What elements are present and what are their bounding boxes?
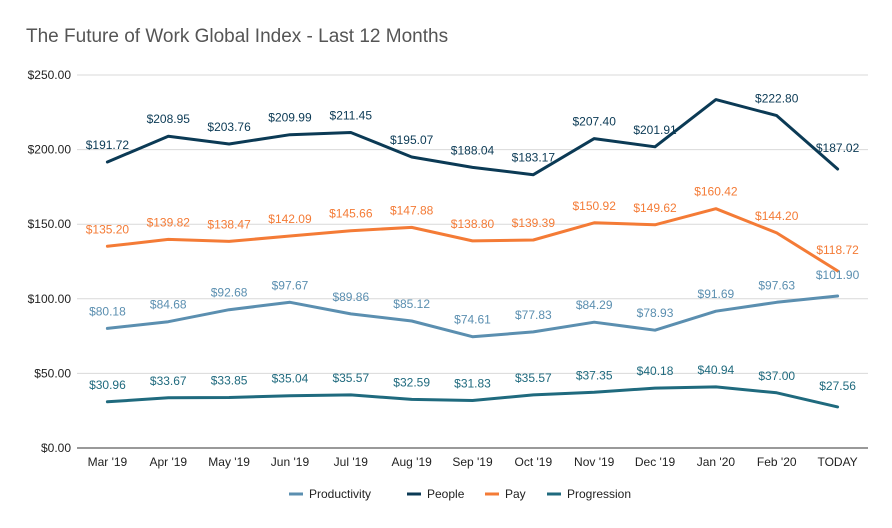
x-tick-label: Dec '19 <box>635 455 676 469</box>
data-label: $187.02 <box>816 141 860 155</box>
y-tick-label: $200.00 <box>28 143 72 157</box>
data-label: $139.39 <box>512 216 556 230</box>
data-label: $40.94 <box>698 363 735 377</box>
y-tick-label: $0.00 <box>41 441 71 455</box>
data-label: $92.68 <box>211 286 248 300</box>
x-tick-label: Jun '19 <box>271 455 310 469</box>
x-tick-label: Jul '19 <box>334 455 369 469</box>
x-tick-label: Aug '19 <box>391 455 432 469</box>
data-label: $35.57 <box>332 371 369 385</box>
series-line-people <box>105 98 840 177</box>
gridlines <box>77 74 868 449</box>
data-label: $33.85 <box>211 373 248 387</box>
data-label: $40.18 <box>637 364 674 378</box>
legend-label: Progression <box>567 487 631 501</box>
x-tick-label: Nov '19 <box>574 455 615 469</box>
data-label: $142.09 <box>268 212 312 226</box>
data-label: $33.67 <box>150 374 187 388</box>
data-label: $160.42 <box>694 185 738 199</box>
data-label: $35.57 <box>515 371 552 385</box>
legend-label: People <box>427 487 465 501</box>
data-label: $145.66 <box>329 207 373 221</box>
legend-label: Productivity <box>309 487 371 501</box>
data-label: $35.04 <box>272 372 309 386</box>
data-label: $37.00 <box>758 369 795 383</box>
x-tick-label: Oct '19 <box>515 455 553 469</box>
data-label: $80.18 <box>89 304 126 318</box>
x-tick-label: Feb '20 <box>757 455 797 469</box>
x-tick-label: Apr '19 <box>149 455 187 469</box>
data-label: $208.95 <box>147 112 191 126</box>
data-label: $101.90 <box>816 268 860 282</box>
x-tick-label: Mar '19 <box>88 455 128 469</box>
data-label: $118.72 <box>816 243 859 257</box>
data-label: $144.20 <box>755 209 799 223</box>
y-tick-label: $250.00 <box>28 68 72 82</box>
data-label: $78.93 <box>637 306 674 320</box>
data-label: $74.61 <box>454 313 491 327</box>
data-label: $183.17 <box>512 151 556 165</box>
series-line-productivity <box>105 294 840 339</box>
x-tick-label: Jan '20 <box>697 455 736 469</box>
data-label: $203.76 <box>207 120 251 134</box>
series-line-progression <box>105 385 840 409</box>
data-label: $27.56 <box>819 379 856 393</box>
data-label: $150.92 <box>572 199 616 213</box>
data-label: $209.99 <box>268 111 312 125</box>
y-tick-label: $100.00 <box>28 292 72 306</box>
data-label: $84.29 <box>576 298 613 312</box>
data-label: $149.62 <box>633 201 677 215</box>
data-label: $30.96 <box>89 378 126 392</box>
y-tick-label: $150.00 <box>28 217 72 231</box>
data-label: $191.72 <box>86 138 130 152</box>
data-label: $195.07 <box>390 133 434 147</box>
data-label: $84.68 <box>150 298 187 312</box>
data-label: $139.82 <box>147 215 191 229</box>
x-tick-label: Sep '19 <box>452 455 493 469</box>
legend: Productivity People Pay Progression <box>289 487 631 501</box>
data-label: $97.63 <box>758 278 795 292</box>
x-axis-ticks: Mar '19 Apr '19 May '19 Jun '19 Jul '19 Aug '… <box>88 455 858 469</box>
data-labels: $80.18 $84.68 $92.68 $97.67 $89.86 $85.12 $74.… <box>86 92 860 393</box>
data-label: $32.59 <box>393 375 430 389</box>
x-tick-label: May '19 <box>208 455 250 469</box>
data-label: $31.83 <box>454 377 491 391</box>
data-label: $222.80 <box>755 92 799 106</box>
data-label: $135.20 <box>86 222 130 236</box>
data-label: $201.91 <box>633 123 677 137</box>
data-label: $77.83 <box>515 308 552 322</box>
series-lines <box>105 98 840 409</box>
data-label: $138.47 <box>207 217 251 231</box>
data-label: $97.67 <box>272 278 309 292</box>
data-label: $211.45 <box>330 109 373 123</box>
data-label: $207.40 <box>572 115 616 129</box>
data-label: $188.04 <box>451 143 495 157</box>
data-label: $147.88 <box>390 203 434 217</box>
data-label: $89.86 <box>332 290 369 304</box>
data-label: $91.69 <box>698 287 735 301</box>
chart-title: The Future of Work Global Index - Last 1… <box>26 26 449 47</box>
legend-label: Pay <box>505 487 526 501</box>
x-tick-label: TODAY <box>817 455 857 469</box>
y-tick-label: $50.00 <box>34 366 71 380</box>
data-label: $138.80 <box>451 217 495 231</box>
y-axis-ticks: $0.00 $50.00 $100.00 $150.00 $200.00 $250.00 <box>28 68 72 455</box>
data-label: $85.12 <box>393 297 430 311</box>
series-line-pay <box>105 207 840 273</box>
data-label: $37.35 <box>576 368 613 382</box>
